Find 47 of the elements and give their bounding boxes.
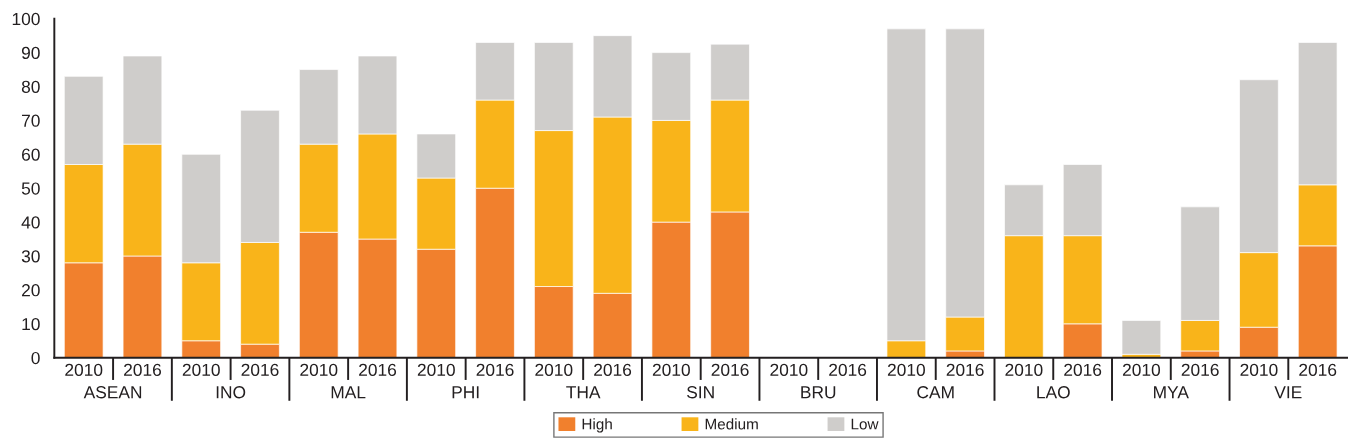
x-tick-label: 2010: [535, 363, 573, 377]
x-tick-label: 2010: [1240, 363, 1278, 377]
text: MAL: [331, 386, 366, 399]
legend-label: Medium: [705, 418, 758, 430]
text: LAO: [1037, 386, 1070, 399]
x-tick-label: 2016: [946, 363, 984, 377]
text: INO: [216, 386, 246, 399]
y-tick-label: 20: [22, 284, 40, 297]
x-tick-label: 2016: [711, 363, 749, 377]
x-tick-label: 2010: [65, 363, 103, 377]
y-tick-label: 40: [21, 216, 40, 229]
legend-label: Low: [851, 418, 879, 430]
x-tick-label: 2016: [1064, 363, 1102, 377]
text: THA: [566, 386, 601, 399]
y-tick-label: 30: [21, 250, 40, 263]
text: VIE: [1274, 386, 1302, 399]
x-tick-label: 2010: [770, 363, 808, 377]
y-tick-label: 90: [21, 46, 40, 60]
x-tick-label: 2016: [829, 363, 867, 377]
x-tick-label: 2010: [417, 363, 455, 377]
text: ASEAN: [83, 386, 142, 399]
x-tick-label: 2010: [300, 363, 338, 377]
y-tick-label: 60: [22, 148, 40, 161]
y-tick-label: 70: [22, 114, 40, 127]
x-tick-label: 2010: [1122, 363, 1161, 377]
text: SIN: [687, 386, 714, 399]
x-tick-label: 2010: [652, 363, 690, 377]
x-tick-label: 2016: [124, 363, 162, 377]
text: PHI: [452, 386, 479, 399]
y-tick-label: 10: [22, 317, 40, 331]
y-tick-label: 80: [21, 80, 40, 93]
legend-label: High: [582, 418, 612, 433]
x-tick-label: 2010: [1005, 363, 1043, 377]
x-tick-label: 2016: [241, 363, 279, 377]
y-tick-label: 0: [31, 351, 40, 365]
y-tick-label: 50: [21, 182, 40, 195]
x-tick-label: 2016: [1181, 363, 1219, 377]
x-tick-label: 2016: [359, 363, 397, 377]
y-tick-label: 100: [12, 12, 40, 26]
x-tick-label: 2010: [182, 363, 220, 377]
x-tick-label: 2016: [594, 363, 632, 377]
x-tick-label: 2016: [1299, 363, 1337, 377]
text: BRU: [801, 386, 836, 399]
text: CAM: [917, 386, 954, 399]
text: MYA: [1154, 386, 1189, 399]
x-tick-label: 2010: [887, 363, 925, 377]
x-tick-label: 2016: [476, 363, 514, 377]
